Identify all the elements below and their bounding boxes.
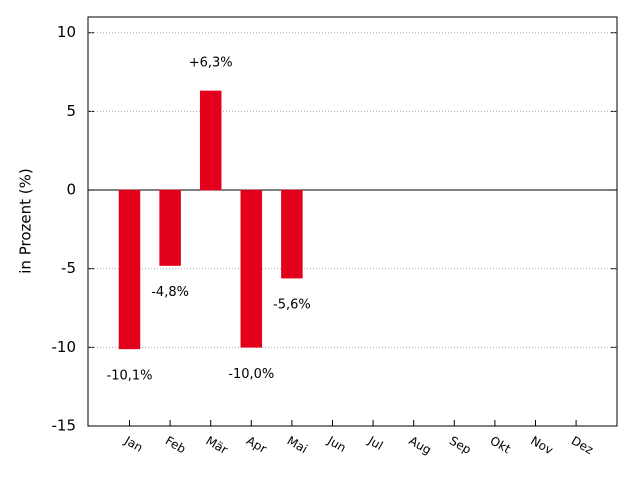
bar [118, 189, 141, 350]
x-tick-label: Okt [488, 434, 514, 457]
x-tick-label: Jun [324, 433, 348, 455]
plot-frame [87, 16, 618, 427]
x-tick-label: Feb [163, 434, 188, 457]
bar [240, 189, 263, 348]
value-label: -10,1% [107, 368, 153, 383]
x-tick-label: Jul [365, 433, 385, 453]
value-label: -5,6% [273, 298, 311, 313]
x-tick-label: Jan [121, 433, 145, 455]
x-tick-label: Apr [244, 434, 269, 457]
bar [159, 189, 181, 266]
y-axis-label: in Prozent (%) [17, 168, 35, 273]
bar [281, 189, 303, 279]
y-tick-label: -5 [61, 259, 76, 277]
bar [199, 90, 222, 191]
y-tick-label: 5 [66, 102, 76, 120]
value-label: -10,0% [228, 367, 274, 382]
x-tick-label: Aug [406, 434, 433, 458]
x-tick-label: Dez [569, 434, 596, 458]
value-label: +6,3% [189, 55, 233, 70]
y-tick-label: -15 [52, 417, 77, 435]
y-tick-label: 10 [57, 23, 76, 41]
x-tick-label: Mai [285, 434, 310, 457]
value-label: -4,8% [151, 285, 189, 300]
x-tick-label: Mär [203, 434, 230, 457]
y-tick-label: -10 [52, 338, 77, 356]
x-tick-label: Nov [528, 434, 555, 458]
x-tick-label: Sep [447, 434, 474, 457]
y-tick-label: 0 [66, 181, 76, 199]
